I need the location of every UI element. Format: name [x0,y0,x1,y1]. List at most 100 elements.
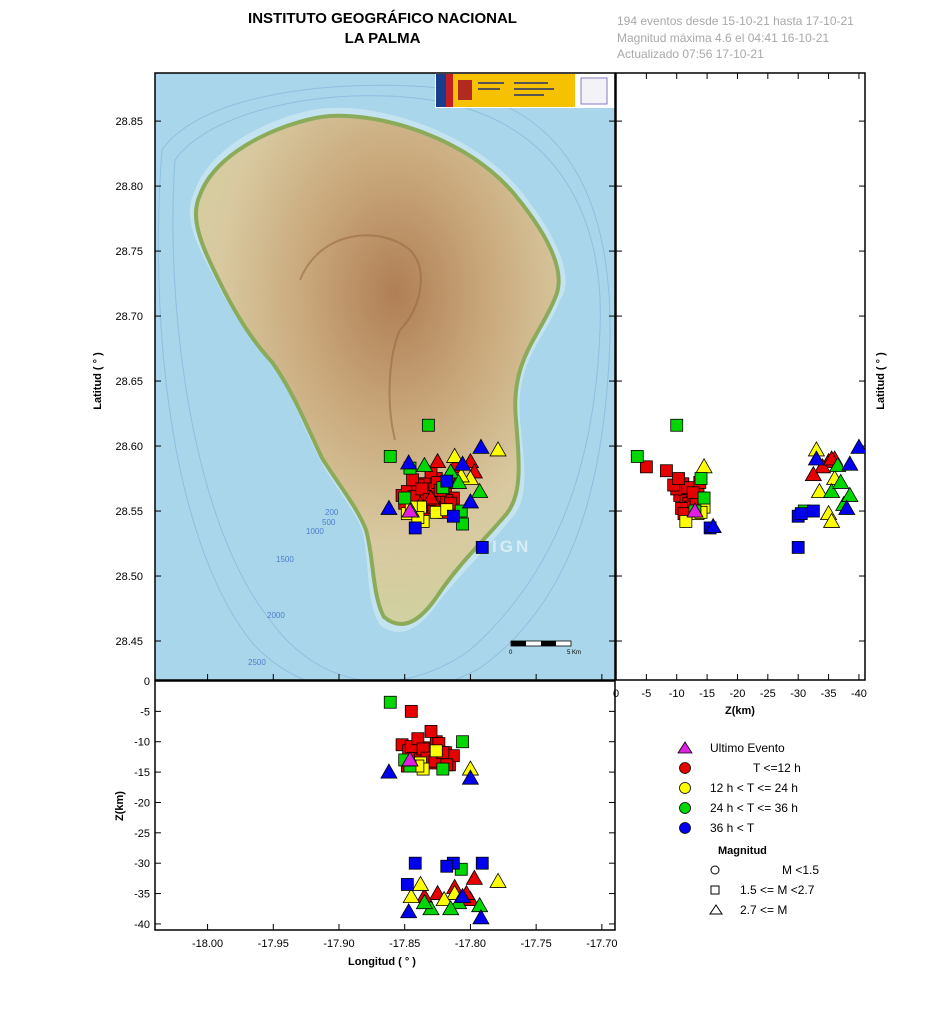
depth-latitude-marker-24-h-t-36-h [832,473,850,489]
axes-layer: 28.45 28.50 28.55 28.60 28.65 28.70 28.75 28.80… [115,73,867,950]
longitude-y-tick-label: -20 [134,797,150,809]
longitude-depth-marker-36-h-t [408,856,422,870]
contour-label-1500: 1500 [276,555,294,564]
longitude-depth-marker-t-12-h [465,869,484,885]
contour-label-500: 500 [322,518,336,527]
legend-marker [679,762,691,774]
legend-label: 12 h < T <= 24 h [710,781,798,795]
legend: Ultimo Evento T <=12 h 12 h < T <= 24 h 24 … [677,741,819,917]
longitude-depth-marker-12-h-t-24-h [429,744,443,758]
legend-magnitude-label: 2.7 <= M [740,903,787,917]
scale-bar-start: 0 [509,650,513,656]
longitude-depth-marker-36-h-t [453,887,472,903]
longitude-depth-marker-12-h-t-24-h [435,890,453,907]
depth-latitude-marker-t-12-h [813,458,832,474]
longitude-depth-marker-t-12-h [424,725,438,738]
depth-latitude-marker-24-h-t-36-h [828,456,847,472]
depth-x-tick-label: -10 [669,688,685,700]
map-marker-t-12-h [422,489,440,505]
bathymetry-contour [172,95,601,680]
map-marker-36-h-t [380,499,398,515]
longitude-depth-marker-t-12-h [404,704,418,718]
event-count-info: 194 eventos desde 15-10-21 hasta 17-10-2… [617,14,854,28]
map-frame [154,72,616,681]
longitude-depth-marker-24-h-t-36-h [415,893,434,910]
map-marker-t-12-h [415,482,429,496]
longitude-depth-marker-24-h-t-36-h [436,762,450,776]
map-y-tick-label: 28.50 [115,571,143,583]
map-panel: 200 500 1000 1500 2000 2500 IGN 0 5 Km [155,73,615,680]
bathymetry-contour [157,84,611,680]
depth-event-markers [630,418,865,554]
longitude-y-tick-label: -30 [134,858,150,870]
depth-x-tick-label: -40 [851,688,867,700]
longitude-depth-marker-36-h-t [461,769,480,785]
longitude-depth-marker-36-h-t [472,909,490,925]
longitude-x-tick-label: -17.70 [586,938,617,950]
map-y-tick-label: 28.55 [115,506,143,518]
map-marker-t-12-h [428,452,447,469]
map-y-tick-label: 28.65 [115,376,143,388]
map-marker-24-h-t-36-h [421,418,435,432]
depth-latitude-marker-36-h-t [791,541,805,554]
map-marker-12-h-t-24-h [489,441,507,457]
depth-latitude-marker-t-12-h [672,472,685,485]
longitude-x-axis-label: Longitud ( ° ) [348,956,416,968]
depth-x-axis-label: Z(km) [725,705,755,717]
depth-latitude-marker-24-h-t-36-h [670,418,684,432]
depth-x-tick-label: -25 [760,688,776,700]
legend-marker [679,822,691,834]
contour-label-2000: 2000 [267,611,285,620]
depth-latitude-marker-24-h-t-36-h [841,486,859,502]
depth-x-tick-label: -35 [821,688,837,700]
longitude-y-tick-label: -40 [134,919,150,931]
legend-magnitude-marker [710,885,720,895]
max-magnitude-info: Magnitud máxima 4.6 el 04:41 16-10-21 [617,31,830,45]
longitude-depth-marker-36-h-t [399,902,418,919]
depth-x-tick-label: 0 [613,688,619,700]
depth-latitude-marker-24-h-t-36-h [822,482,841,498]
legend-marker [679,802,691,814]
legend-magnitude-title: Magnitud [718,845,767,857]
depth-latitude-marker-24-h-t-36-h [694,472,708,485]
updated-info: Actualizado 07:56 17-10-21 [617,47,764,61]
longitude-depth-marker-24-h-t-36-h [383,695,397,709]
map-marker-36-h-t [453,455,472,471]
map-marker-24-h-t-36-h [415,456,434,472]
depth-latitude-marker-36-h-t [704,517,722,534]
map-marker-24-h-t-36-h [470,482,489,498]
depth-latitude-marker-36-h-t [807,450,826,466]
map-marker-24-h-t-36-h [449,473,468,489]
longitude-depth-marker-24-h-t-36-h [456,735,469,749]
map-marker-36-h-t [440,474,454,488]
legend-label: T <=12 h [753,761,801,775]
map-marker-36-h-t [461,493,480,509]
depth-latitude-marker-ultimo-evento [686,502,704,518]
map-y-tick-label: 28.85 [115,116,143,128]
longitude-y-tick-label: -15 [134,767,150,779]
depth-panel-frame [615,72,866,681]
map-marker-ultimo-evento [401,502,419,518]
longitude-depth-marker-12-h-t-24-h [411,875,430,891]
longitude-x-tick-label: -18.00 [192,938,223,950]
ign-watermark: IGN [492,537,531,556]
depth-latitude-marker-t-12-h [686,486,700,500]
depth-latitude-marker-t-12-h [639,460,653,474]
longitude-depth-marker-36-h-t [440,859,454,873]
legend-marker [677,741,693,754]
depth-x-tick-label: -20 [730,688,746,700]
map-event-markers [380,418,507,554]
longitude-depth-marker-12-h-t-24-h [402,887,420,903]
depth-latitude-marker-24-h-t-36-h [630,450,644,463]
map-marker-12-h-t-24-h [445,447,464,463]
map-marker-36-h-t [408,521,422,535]
scale-bar: 0 5 Km [509,640,581,656]
longitude-x-tick-label: -17.85 [389,938,420,950]
depth-latitude-marker-36-h-t [806,504,820,518]
longitude-y-tick-label: 0 [144,676,150,688]
longitude-y-tick-label: -10 [134,737,150,749]
depth-x-tick-label: -15 [699,688,715,700]
map-y-tick-label: 28.70 [115,311,143,323]
depth-latitude-marker-t-12-h [660,464,673,478]
